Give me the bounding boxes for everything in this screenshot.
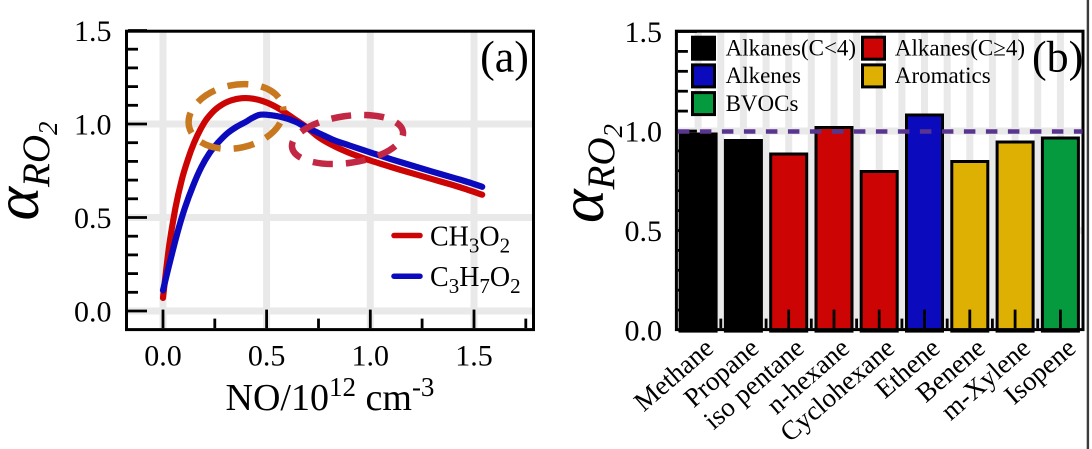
svg-text:C3H7O2: C3H7O2	[430, 262, 521, 298]
svg-text:1.5: 1.5	[74, 15, 112, 48]
svg-text:0.5: 0.5	[74, 202, 112, 235]
svg-text:0.0: 0.0	[144, 340, 182, 373]
svg-text:1.0: 1.0	[352, 340, 390, 373]
svg-text:(a): (a)	[480, 32, 529, 81]
svg-text:(b): (b)	[1032, 32, 1083, 81]
svg-text:Alkenes: Alkenes	[726, 63, 801, 88]
svg-text:1.0: 1.0	[625, 116, 663, 149]
svg-text:0.5: 0.5	[625, 215, 663, 248]
svg-text:BVOCs: BVOCs	[726, 91, 799, 116]
svg-text:Alkanes(C≥4): Alkanes(C≥4)	[895, 36, 1025, 61]
svg-text:0.5: 0.5	[248, 340, 286, 373]
svg-text:0.0: 0.0	[74, 296, 112, 329]
svg-text:1.5: 1.5	[625, 16, 663, 49]
svg-text:Aromatics: Aromatics	[895, 63, 991, 88]
svg-text:1.0: 1.0	[74, 109, 112, 142]
svg-text:Alkanes(C<4): Alkanes(C<4)	[726, 36, 857, 61]
svg-text:0.0: 0.0	[625, 315, 663, 348]
svg-text:1.5: 1.5	[455, 340, 493, 373]
